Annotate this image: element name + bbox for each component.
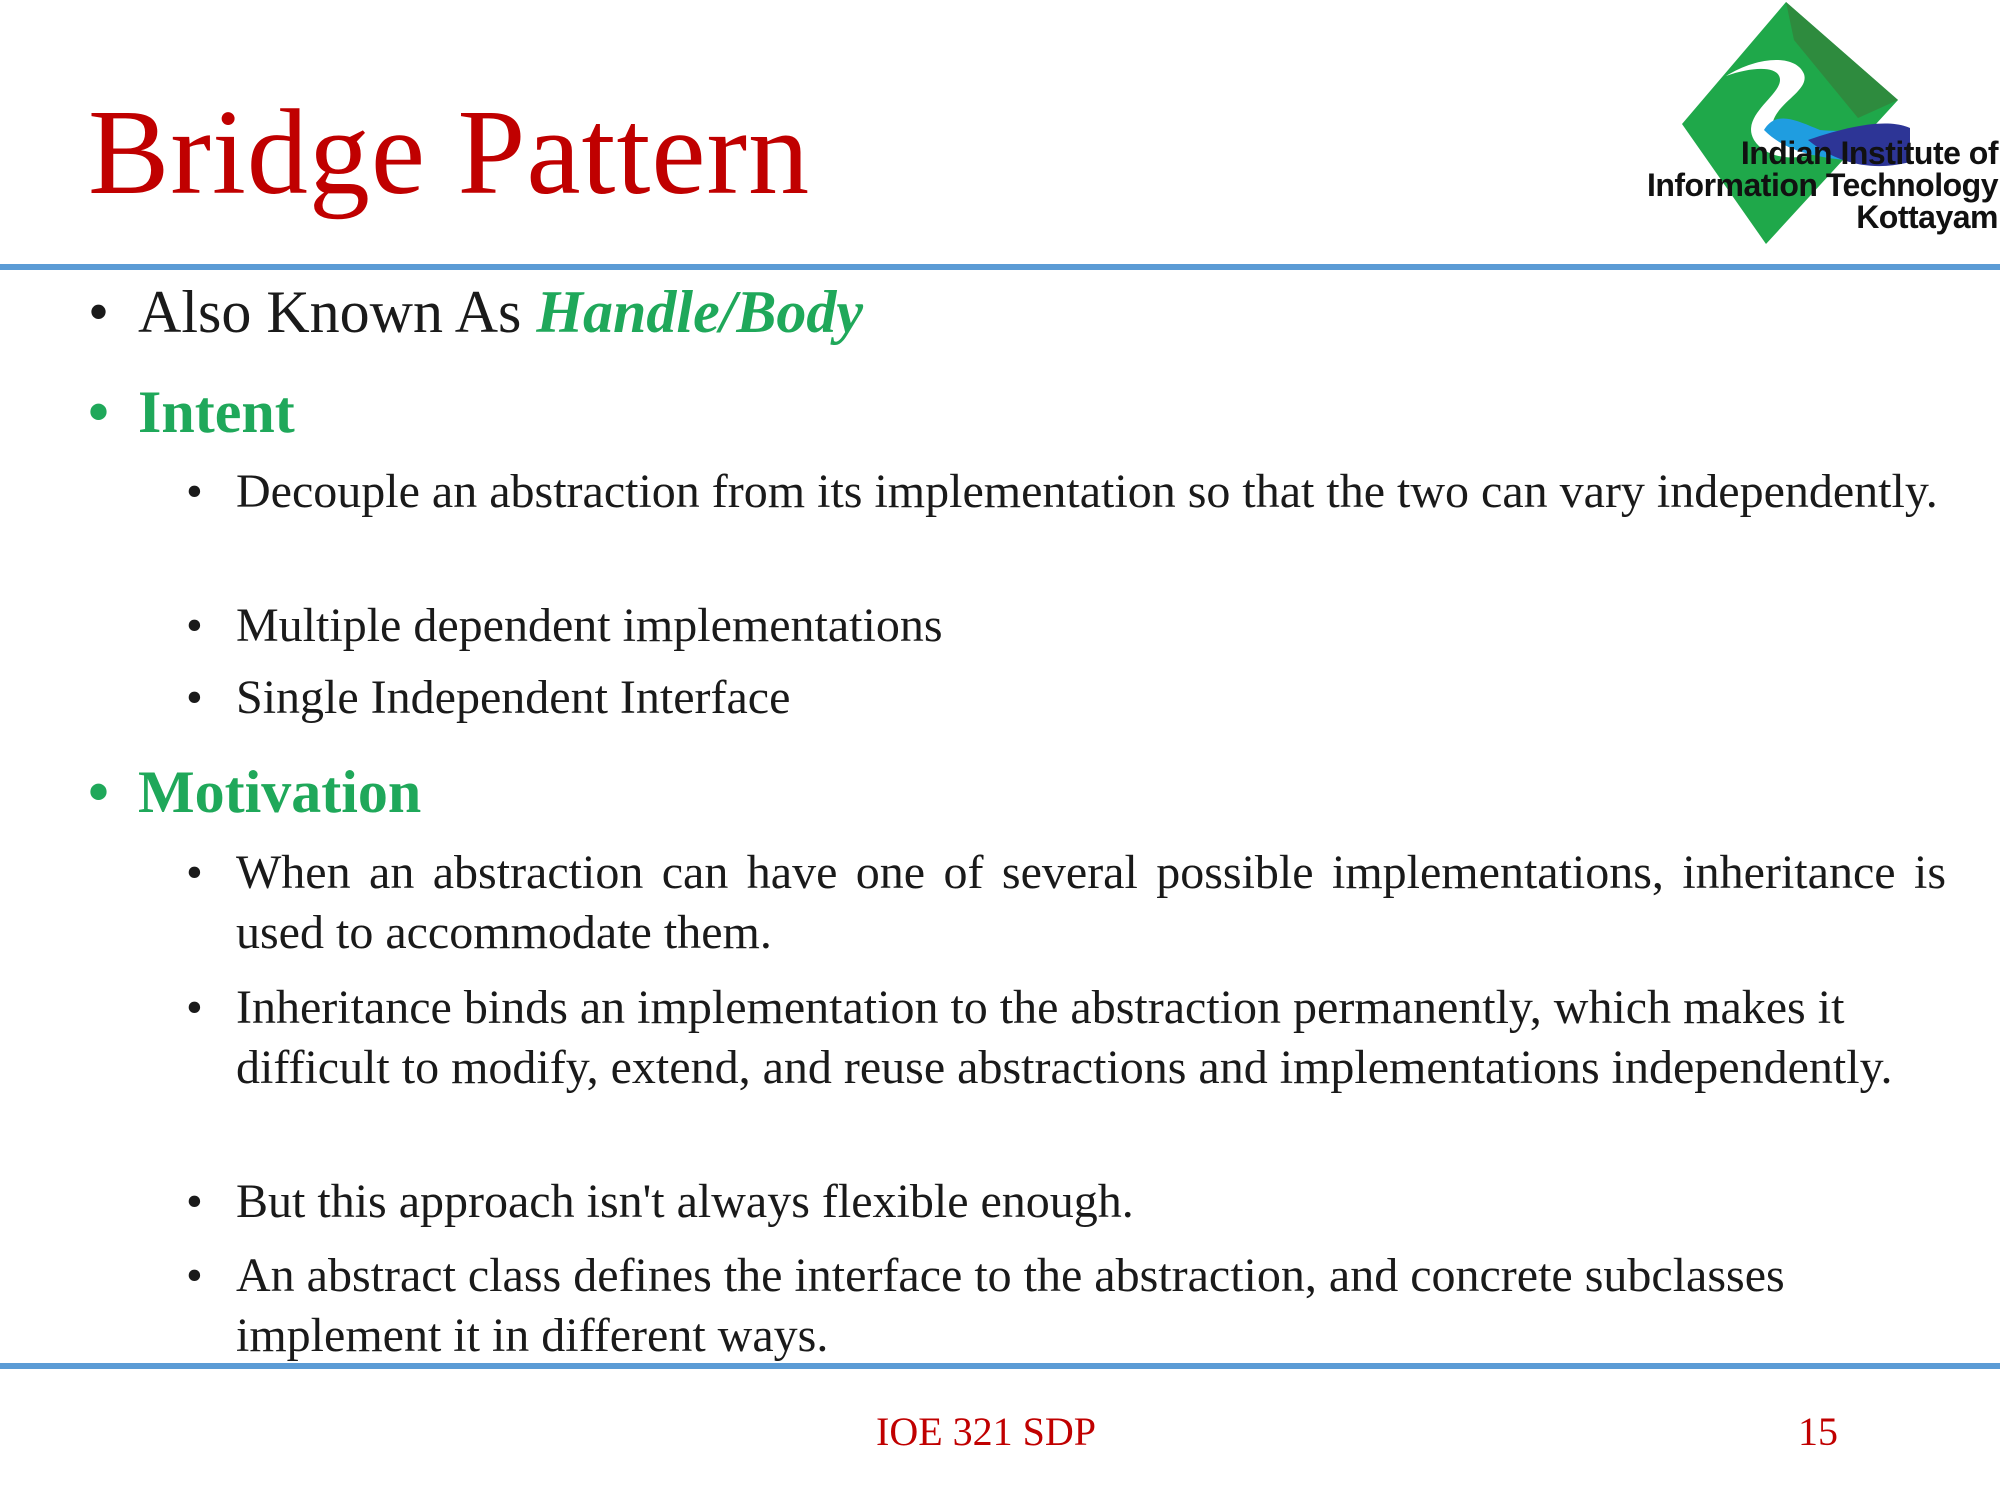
page-number: 15 [1798, 1409, 1838, 1454]
bullet-dot: • [186, 846, 203, 899]
intent-heading-text: Intent [138, 379, 295, 445]
motivation-item-1-text: When an abstraction can have one of seve… [236, 846, 1946, 959]
intent-heading: • Intent [88, 382, 295, 442]
motivation-heading: • Motivation [88, 762, 421, 822]
intent-item-2-text: Multiple dependent implementations [236, 599, 943, 652]
bullet-dot: • [186, 981, 203, 1034]
aka-bullet: • Also Known As Handle/Body [88, 282, 863, 342]
header-rule [0, 264, 2000, 270]
motivation-item-2-text: Inheritance binds an implementation to t… [236, 981, 1893, 1094]
bullet-dot: • [186, 671, 203, 724]
intent-item-1-text: Decouple an abstraction from its impleme… [236, 465, 1938, 518]
aka-value: Handle/Body [536, 279, 864, 345]
bullet-dot: • [186, 1249, 203, 1302]
bullet-dot: • [186, 599, 203, 652]
logo-text-line2: Information Technology [1646, 167, 1999, 203]
bullet-dot: • [88, 759, 110, 825]
intent-item-3-text: Single Independent Interface [236, 671, 791, 724]
bullet-dot: • [88, 279, 110, 345]
bullet-dot: • [88, 379, 110, 445]
institute-logo: Indian Institute of Information Technolo… [1558, 0, 1999, 250]
logo-emblem-icon [1682, 2, 1910, 244]
motivation-heading-text: Motivation [138, 759, 422, 825]
intent-item-3: • Single Independent Interface [186, 668, 1946, 728]
motivation-item-2: • Inheritance binds an implementation to… [186, 978, 1946, 1098]
intent-item-2: • Multiple dependent implementations [186, 596, 1946, 656]
motivation-item-3-text: But this approach isn't always flexible … [236, 1175, 1134, 1228]
motivation-item-4-text: An abstract class defines the interface … [236, 1249, 1785, 1362]
intent-item-1: • Decouple an abstraction from its imple… [186, 462, 1946, 522]
footer-course: IOE 321 SDP [876, 1409, 1097, 1454]
motivation-item-3: • But this approach isn't always flexibl… [186, 1172, 1946, 1232]
motivation-item-1: • When an abstraction can have one of se… [186, 843, 1946, 963]
footer-rule [0, 1363, 2000, 1369]
bullet-dot: • [186, 1175, 203, 1228]
bullet-dot: • [186, 465, 203, 518]
motivation-item-4: • An abstract class defines the interfac… [186, 1246, 1946, 1366]
slide-title: Bridge Pattern [88, 85, 811, 220]
aka-label: Also Known As [138, 279, 537, 345]
logo-text-line3: Kottayam [1856, 199, 1998, 235]
logo-text-line1: Indian Institute of [1740, 135, 1999, 171]
